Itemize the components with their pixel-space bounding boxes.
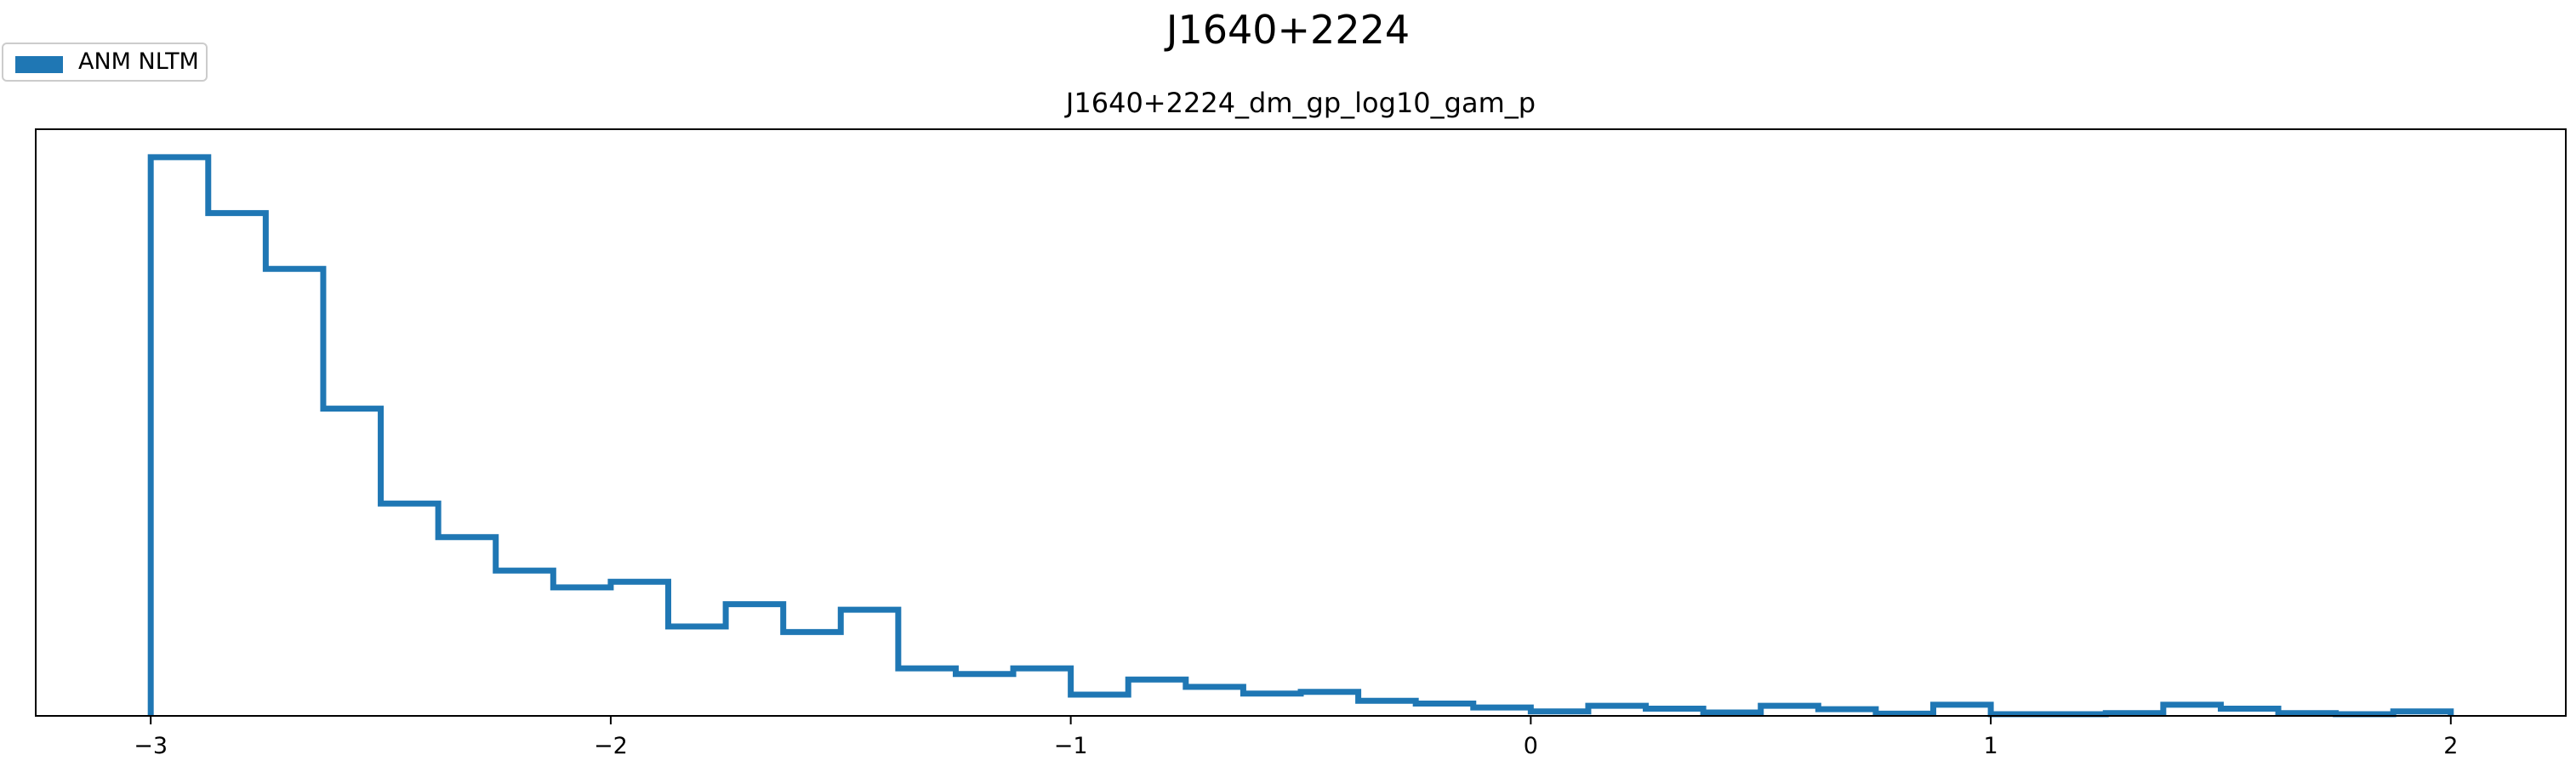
x-tick-label: −3: [134, 733, 168, 759]
histogram-bin: [1588, 706, 1646, 716]
histogram-bin: [438, 537, 496, 716]
histogram-bin: [323, 409, 381, 716]
histogram-bin: [669, 627, 727, 716]
histogram-bin: [496, 570, 554, 716]
x-tick-label: 2: [2443, 733, 2458, 759]
histogram-bin: [1934, 705, 1992, 716]
histogram-bin: [611, 582, 669, 716]
histogram-bin: [1071, 695, 1129, 716]
histogram-bin: [1359, 701, 1416, 716]
histogram-bin: [553, 588, 611, 716]
histogram-bin: [1416, 704, 1473, 716]
legend-swatch: [15, 56, 63, 73]
legend: ANM NLTM: [2, 43, 208, 82]
histogram-bin: [841, 610, 898, 716]
histogram-bin: [898, 668, 956, 716]
histogram-bin: [1473, 707, 1531, 716]
histogram-bin: [955, 674, 1013, 716]
x-tick-label: 0: [1524, 733, 1538, 759]
histogram-bin: [151, 157, 208, 716]
histogram-bin: [1186, 687, 1244, 716]
plot-area: [147, 154, 2454, 718]
histogram-bin: [1128, 679, 1186, 716]
histogram-bin: [1301, 692, 1359, 716]
histogram-bin: [1646, 708, 1704, 716]
histogram-bin: [726, 605, 784, 716]
histogram-bin: [2163, 705, 2221, 716]
histogram-bin: [1013, 668, 1071, 716]
axes-frame: [35, 128, 2567, 717]
histogram-series-0: [147, 154, 2454, 718]
figure-title: J1640+2224: [1165, 7, 1411, 53]
histogram-bin: [1243, 694, 1301, 716]
axes-title: J1640+2224_dm_gp_log10_gam_p: [1065, 87, 1536, 119]
histogram-bin: [265, 269, 323, 716]
x-axis: −3 −2 −1 0 1 2: [134, 716, 2458, 759]
x-tick-label: −1: [1054, 733, 1088, 759]
histogram-bin: [1761, 706, 1819, 716]
x-tick-label: −2: [594, 733, 628, 759]
histogram-bin: [208, 213, 266, 716]
histogram-bin: [381, 503, 439, 716]
histogram-bin: [784, 632, 841, 716]
histogram-bin: [2220, 708, 2278, 716]
histogram-bin: [1818, 709, 1876, 716]
legend-label: ANM NLTM: [78, 48, 199, 75]
x-tick-label: 1: [1983, 733, 1998, 759]
